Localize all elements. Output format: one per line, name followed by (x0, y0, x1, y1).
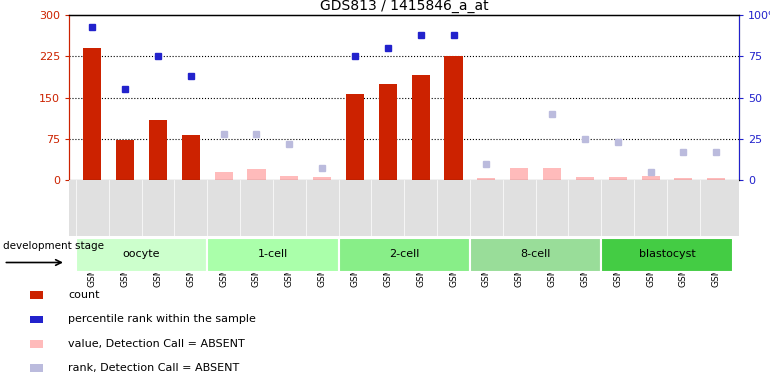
Text: 8-cell: 8-cell (521, 249, 551, 259)
Bar (511, 168, 528, 180)
Bar (379, 84, 397, 180)
Bar (207, 238, 339, 272)
Bar (576, 177, 594, 180)
Text: oocyte: oocyte (122, 249, 160, 259)
Bar (346, 94, 364, 180)
Bar (444, 56, 463, 180)
Bar (76, 238, 207, 272)
Text: rank, Detection Call = ABSENT: rank, Detection Call = ABSENT (69, 363, 239, 373)
Bar (31, 315, 42, 323)
Bar (31, 364, 42, 372)
Bar (280, 176, 298, 180)
Text: 1-cell: 1-cell (258, 249, 288, 259)
Bar (339, 238, 470, 272)
Text: count: count (69, 290, 100, 300)
Bar (149, 120, 167, 180)
Bar (247, 169, 266, 180)
Text: percentile rank within the sample: percentile rank within the sample (69, 314, 256, 324)
Bar (707, 178, 725, 180)
Bar (543, 168, 561, 180)
Title: GDS813 / 1415846_a_at: GDS813 / 1415846_a_at (320, 0, 488, 13)
Bar (675, 178, 692, 180)
Bar (31, 340, 42, 348)
Bar (313, 177, 331, 180)
Bar (215, 172, 233, 180)
Bar (601, 238, 732, 272)
Text: value, Detection Call = ABSENT: value, Detection Call = ABSENT (69, 339, 245, 349)
Bar (31, 291, 42, 299)
Text: 2-cell: 2-cell (389, 249, 420, 259)
Bar (412, 75, 430, 180)
Bar (83, 48, 102, 180)
Text: blastocyst: blastocyst (638, 249, 695, 259)
Bar (477, 178, 495, 180)
Bar (182, 135, 200, 180)
Bar (470, 238, 601, 272)
Bar (641, 176, 660, 180)
Bar (116, 140, 134, 180)
Text: development stage: development stage (3, 241, 105, 250)
Bar (608, 177, 627, 180)
